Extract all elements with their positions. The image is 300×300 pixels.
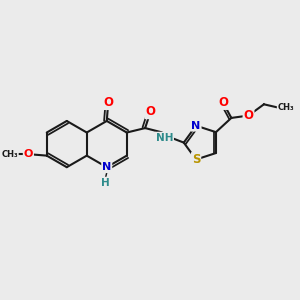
- Text: CH₃: CH₃: [278, 103, 294, 112]
- Text: O: O: [24, 149, 33, 159]
- Text: H: H: [101, 178, 110, 188]
- Text: S: S: [192, 153, 200, 166]
- Text: N: N: [191, 121, 201, 131]
- Text: O: O: [244, 109, 254, 122]
- Text: NH: NH: [156, 133, 173, 142]
- Text: O: O: [218, 96, 228, 109]
- Text: O: O: [103, 96, 113, 109]
- Text: CH₃: CH₃: [2, 150, 18, 159]
- Text: N: N: [102, 162, 111, 172]
- Text: O: O: [146, 105, 155, 118]
